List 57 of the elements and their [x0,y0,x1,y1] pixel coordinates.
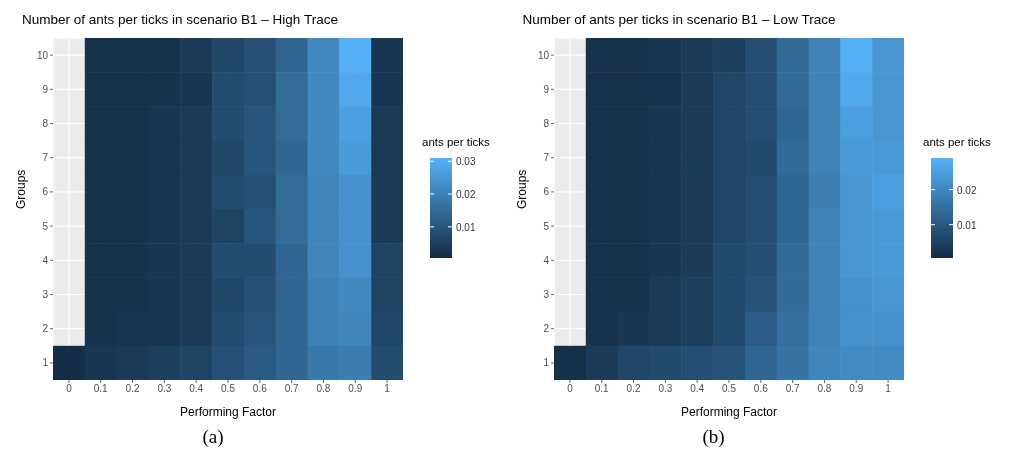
x-tick-label: 0 [566,383,573,395]
x-tick-label: 0.2 [626,383,641,395]
color-bar-label: 0.02 [456,189,476,201]
x-tick-label: 0.8 [316,383,331,395]
x-tick-label: 0.4 [689,383,705,395]
x-tick-label: 0.6 [252,383,268,395]
y-tick-label: 4 [42,254,49,266]
y-tick-label: 9 [542,83,549,95]
x-tick-label: 0 [66,383,73,395]
y-tick-label: 8 [42,118,49,130]
text: (b) [701,426,726,448]
color-bar-label: 0.01 [956,219,977,231]
y-tick-label: 1 [542,357,549,369]
color-bar-label: 0.02 [956,184,977,196]
y-axis-title: Groups [514,169,529,209]
x-tick-label: 1 [884,383,891,395]
x-tick-label: 0.5 [221,383,236,395]
x-tick-label: 0.7 [785,383,800,395]
y-tick-label: 2 [42,323,49,335]
color-bar-title: ants per ticks [422,136,490,148]
y-tick-label: 10 [537,49,549,61]
y-tick-label: 8 [542,118,549,130]
x-tick-label: 0.1 [93,383,109,395]
x-tick-label: 0.2 [125,383,140,395]
y-tick-label: 10 [36,49,49,61]
x-tick-label: 0.6 [753,383,768,395]
x-tick-label: 0.8 [817,383,832,395]
x-tick-label: 1 [384,383,391,395]
y-tick-label: 5 [542,220,549,232]
y-tick-label: 9 [42,83,49,95]
x-tick-label: 0.3 [157,383,172,395]
x-tick-label: 0.7 [284,383,300,395]
x-tick-label: 0.1 [594,383,609,395]
y-tick-label: 3 [42,289,49,301]
y-tick-label: 7 [42,152,49,164]
x-axis-title: Performing Factor [680,405,777,419]
x-tick-label: 0.9 [348,383,363,395]
y-tick-label: 6 [42,186,49,198]
y-tick-label: 7 [542,152,549,164]
x-tick-label: 0.9 [848,383,864,395]
x-tick-label: 0.4 [189,383,204,395]
y-axis-title: Groups [14,169,29,209]
color-bar-label: 0.01 [456,221,476,233]
y-tick-label: 2 [542,323,549,335]
chart-title: Number of ants per ticks in scenario B1 – High Trace [22,12,338,27]
y-tick-label: 6 [542,186,549,198]
x-tick-label: 0.5 [721,383,736,395]
color-bar-title: ants per ticks [922,136,991,148]
y-tick-label: 5 [42,220,49,232]
y-tick-label: 4 [542,254,549,266]
x-axis-title: Performing Factor [179,405,277,419]
y-tick-label: 3 [542,289,549,301]
y-tick-label: 1 [42,357,49,369]
color-bar-label: 0.03 [456,156,476,168]
text: (a) [201,426,225,448]
chart-title: Number of ants per ticks in scenario B1 – Low Trace [522,12,836,27]
x-tick-label: 0.3 [657,383,673,395]
